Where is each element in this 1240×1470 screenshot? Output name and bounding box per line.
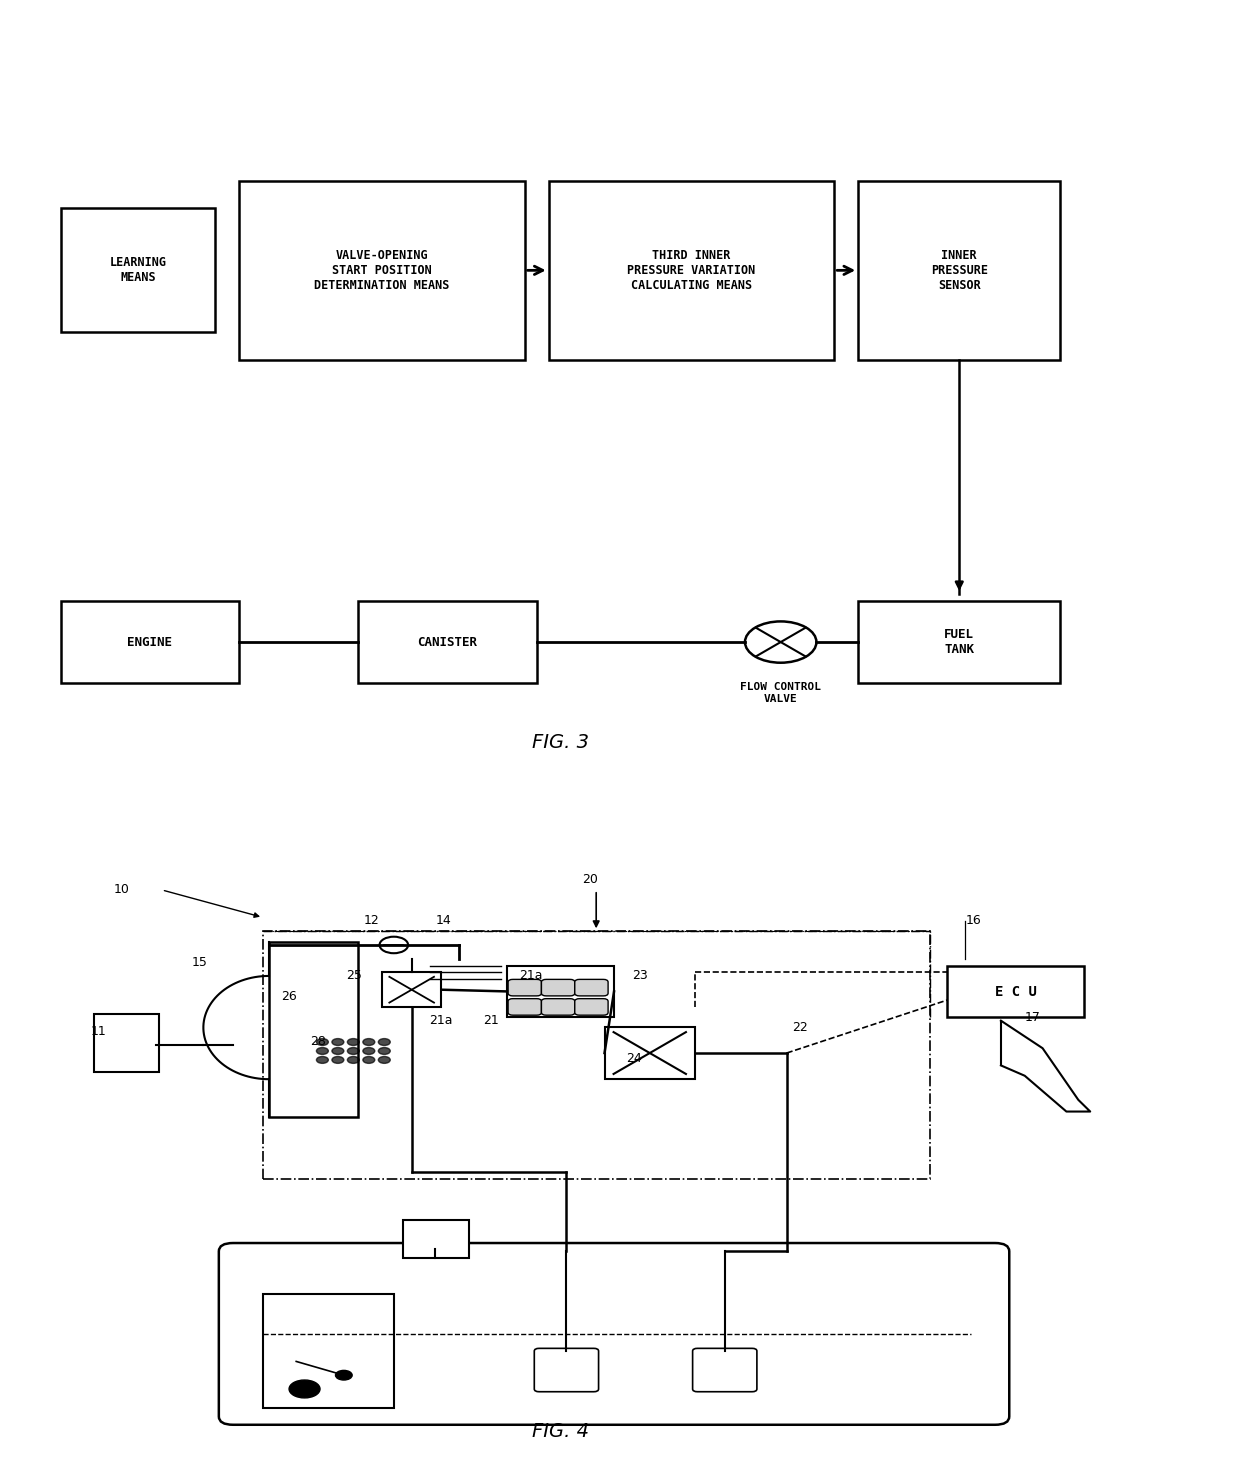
Text: E C U: E C U [994,985,1037,998]
Bar [382,973,441,1007]
Circle shape [332,1039,343,1045]
Circle shape [363,1057,374,1063]
FancyBboxPatch shape [508,979,542,995]
Circle shape [316,1057,329,1063]
Circle shape [332,1057,343,1063]
FancyBboxPatch shape [858,181,1060,360]
Text: 22: 22 [792,1022,808,1033]
Circle shape [316,1048,329,1054]
Text: 25: 25 [346,969,362,982]
FancyBboxPatch shape [358,601,537,684]
Text: VALVE-OPENING
START POSITION
DETERMINATION MEANS: VALVE-OPENING START POSITION DETERMINATI… [314,248,450,293]
Text: FLOW CONTROL
VALVE: FLOW CONTROL VALVE [740,682,821,704]
Bar [269,941,358,1117]
Bar [507,966,614,1017]
Bar [94,1014,159,1072]
FancyBboxPatch shape [575,979,608,995]
Circle shape [347,1057,360,1063]
FancyBboxPatch shape [542,979,575,995]
FancyBboxPatch shape [693,1348,756,1392]
Text: 24: 24 [626,1053,642,1066]
FancyBboxPatch shape [542,998,575,1016]
FancyBboxPatch shape [548,181,835,360]
Text: FIG. 4: FIG. 4 [532,1421,589,1441]
Text: 14: 14 [435,914,451,928]
Circle shape [347,1039,360,1045]
Bar [605,1028,694,1079]
Text: 28: 28 [310,1035,326,1048]
Text: 21: 21 [484,1014,498,1028]
Circle shape [347,1048,360,1054]
FancyBboxPatch shape [508,998,542,1016]
FancyBboxPatch shape [61,601,239,684]
Text: 11: 11 [91,1025,107,1038]
FancyBboxPatch shape [218,1244,1009,1424]
Text: FIG. 3: FIG. 3 [532,734,589,753]
Circle shape [363,1039,374,1045]
FancyBboxPatch shape [575,998,608,1016]
Text: ENGINE: ENGINE [128,635,172,648]
Bar [947,966,1084,1017]
Circle shape [378,1057,391,1063]
Text: 17: 17 [1024,1011,1040,1023]
Circle shape [336,1370,352,1380]
FancyBboxPatch shape [61,209,216,332]
Text: 15: 15 [191,956,207,969]
Bar [403,1220,469,1258]
Text: THIRD INNER
PRESSURE VARIATION
CALCULATING MEANS: THIRD INNER PRESSURE VARIATION CALCULATI… [627,248,755,293]
Circle shape [378,1048,391,1054]
Circle shape [289,1380,320,1398]
Text: 21a: 21a [429,1014,453,1028]
Text: 12: 12 [365,914,379,928]
Circle shape [363,1048,374,1054]
Text: 10: 10 [114,883,130,897]
Text: CANISTER: CANISTER [418,635,477,648]
Circle shape [316,1039,329,1045]
Text: 23: 23 [632,969,647,982]
FancyBboxPatch shape [858,601,1060,684]
Text: FUEL
TANK: FUEL TANK [945,628,975,656]
Circle shape [378,1039,391,1045]
Text: 26: 26 [280,991,296,1003]
Text: 16: 16 [965,914,981,928]
Text: 20: 20 [582,873,598,886]
Bar [263,1294,394,1408]
FancyBboxPatch shape [534,1348,599,1392]
Text: INNER
PRESSURE
SENSOR: INNER PRESSURE SENSOR [931,248,988,293]
FancyBboxPatch shape [239,181,525,360]
Circle shape [332,1048,343,1054]
Text: 21a: 21a [518,969,542,982]
Text: LEARNING
MEANS: LEARNING MEANS [109,256,166,284]
